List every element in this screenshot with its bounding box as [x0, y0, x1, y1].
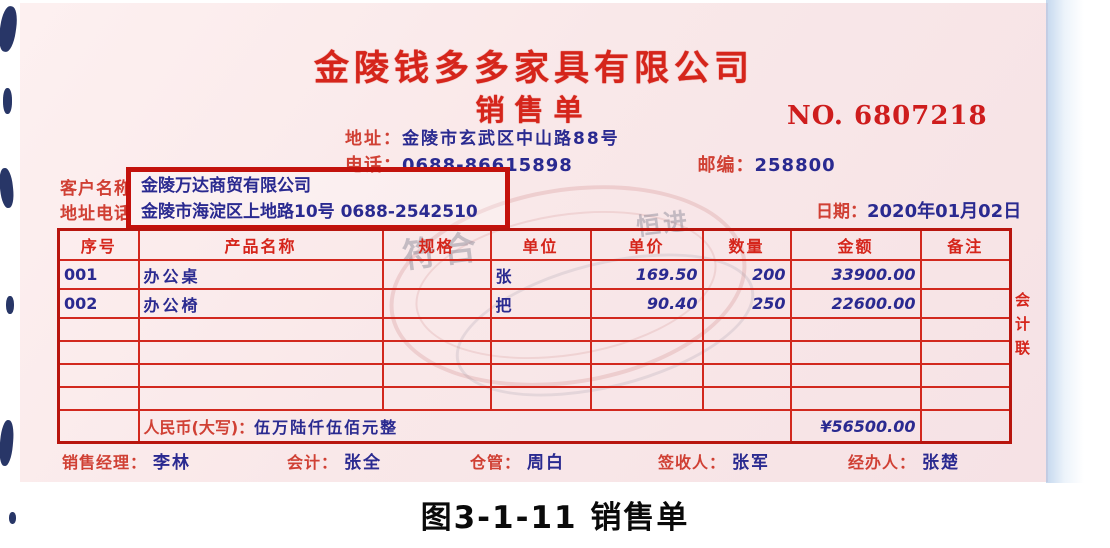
figure-caption: 图3-1-11 销售单 — [420, 500, 690, 536]
binding-mark — [9, 512, 16, 524]
copy-label-accounting: 会计联 — [1013, 292, 1031, 364]
table-summary-row: 人民币(大写)：伍万陆仟伍佰元整 ¥56500.00 — [57, 409, 1012, 444]
table-header-row: 序号 产品名称 规格 单位 单价 数量 金额 备注 — [57, 228, 1012, 261]
binding-mark — [0, 167, 16, 209]
table-row: 002 办公椅 把 90.40 250 22600.00 — [57, 288, 1012, 319]
binding-mark — [3, 88, 12, 114]
company-address-line: 地址：金陵市玄武区中山路88号 — [345, 124, 620, 149]
cell-note — [919, 288, 1012, 319]
customer-name-label: 客户名称 — [60, 179, 132, 199]
cell-spec — [381, 259, 492, 290]
cell-amount: 33900.00 — [789, 259, 922, 290]
table-empty-row — [57, 317, 1012, 342]
col-header-product: 产品名称 — [137, 228, 384, 261]
signer-label: 签收人： — [658, 453, 727, 472]
signer-label: 会计： — [287, 453, 339, 472]
cell-no: 002 — [57, 288, 140, 319]
signer-label: 销售经理： — [62, 453, 148, 472]
cell-qty: 200 — [701, 259, 792, 290]
col-header-qty: 数量 — [701, 228, 792, 261]
col-header-price: 单价 — [589, 228, 704, 261]
signer-label: 仓管： — [470, 453, 522, 472]
signer-name: 张全 — [344, 453, 383, 473]
amount-in-words-value: 伍万陆仟伍佰元整 — [254, 418, 399, 437]
cell-note — [919, 259, 1012, 290]
table-empty-row — [57, 386, 1012, 411]
col-header-amount: 金额 — [789, 228, 922, 261]
cell-qty: 250 — [701, 288, 792, 319]
table-empty-row — [57, 363, 1012, 388]
col-header-spec: 规格 — [381, 228, 492, 261]
signer-sales-manager: 销售经理： 李林 — [62, 448, 191, 473]
zip-value: 258800 — [754, 155, 836, 176]
cell-unit: 把 — [489, 288, 592, 319]
col-header-no: 序号 — [57, 228, 140, 261]
customer-name-value: 金陵万达商贸有限公司 — [141, 176, 311, 196]
sales-items-table: 序号 产品名称 规格 单位 单价 数量 金额 备注 001 办公桌 张 169.… — [57, 228, 1012, 444]
date-label: 日期： — [816, 202, 867, 222]
cell-price: 169.50 — [589, 259, 704, 290]
doc-title: 销售单 — [475, 93, 593, 127]
page-edge-shadow — [1046, 0, 1084, 483]
signer-name: 李林 — [153, 453, 192, 473]
zip-group: 邮编：258800 — [698, 155, 836, 176]
total-amount-cell: ¥56500.00 — [789, 409, 922, 444]
cell-product: 办公椅 — [137, 288, 384, 319]
binding-mark — [6, 296, 14, 314]
cell-price: 90.40 — [589, 288, 704, 319]
binding-mark — [0, 419, 15, 467]
cell-unit: 张 — [489, 259, 592, 290]
invoice-number: NO. 6807218 — [787, 101, 988, 131]
signer-name: 张楚 — [922, 453, 961, 473]
cell-no: 001 — [57, 259, 140, 290]
binding-mark — [0, 5, 20, 53]
cell-note — [919, 409, 1012, 444]
address-label: 地址： — [345, 129, 402, 149]
customer-address-label: 地址电话 — [60, 204, 132, 224]
company-name: 金陵钱多多家具有限公司 — [313, 49, 754, 89]
cell-spec — [381, 288, 492, 319]
amount-in-words-cell: 人民币(大写)：伍万陆仟伍佰元整 — [137, 409, 792, 444]
date-line: 日期：2020年01月02日 — [816, 197, 1021, 223]
signer-warehouse: 仓管： 周白 — [470, 448, 565, 473]
col-header-unit: 单位 — [489, 228, 592, 261]
table-empty-row — [57, 340, 1012, 365]
signer-handler: 经办人： 张楚 — [848, 448, 960, 473]
address-value: 金陵市玄武区中山路88号 — [402, 129, 620, 149]
col-header-note: 备注 — [919, 228, 1012, 261]
signer-accountant: 会计： 张全 — [287, 448, 382, 473]
signer-name: 周白 — [527, 453, 566, 473]
signer-label: 经办人： — [848, 453, 917, 472]
amount-in-words-label: 人民币(大写)： — [143, 418, 255, 437]
signer-name: 张军 — [732, 453, 771, 473]
customer-address-value: 金陵市海淀区上地路10号 0688-2542510 — [141, 202, 478, 222]
cell-product: 办公桌 — [137, 259, 384, 290]
customer-highlight-box: 金陵万达商贸有限公司 金陵市海淀区上地路10号 0688-2542510 — [126, 167, 510, 230]
date-value: 2020年01月02日 — [867, 201, 1022, 222]
zip-label: 邮编： — [697, 155, 755, 176]
signer-receiver: 签收人： 张军 — [658, 448, 770, 473]
cell-amount: 22600.00 — [789, 288, 922, 319]
table-row: 001 办公桌 张 169.50 200 33900.00 — [57, 259, 1012, 290]
